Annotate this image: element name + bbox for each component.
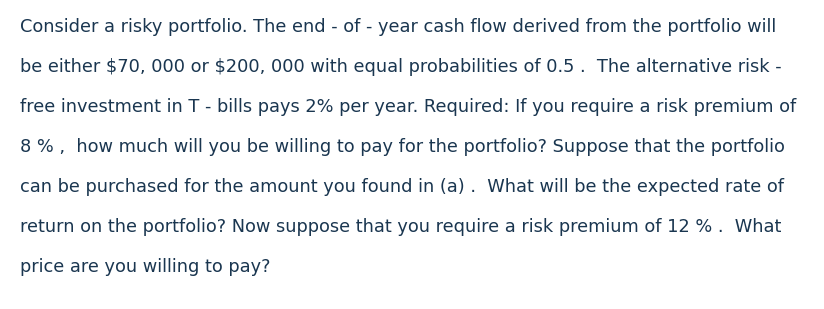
Text: free investment in T - bills pays 2% per year. Required: If you require a risk p: free investment in T - bills pays 2% per… [20, 98, 796, 116]
Text: return on the portfolio? Now suppose that you require a risk premium of 12 % .  : return on the portfolio? Now suppose tha… [20, 218, 781, 236]
Text: 8 % ,  how much will you be willing to pay for the portfolio? Suppose that the p: 8 % , how much will you be willing to pa… [20, 138, 785, 156]
Text: price are you willing to pay?: price are you willing to pay? [20, 258, 270, 276]
Text: Consider a risky portfolio. The end - of - year cash flow derived from the portf: Consider a risky portfolio. The end - of… [20, 18, 776, 36]
Text: be either \$70, 000 or \$200, 000 with equal probabilities of 0.5 .  The alterna: be either \$70, 000 or \$200, 000 with e… [20, 58, 782, 76]
Text: can be purchased for the amount you found in (a) .  What will be the expected ra: can be purchased for the amount you foun… [20, 178, 784, 196]
